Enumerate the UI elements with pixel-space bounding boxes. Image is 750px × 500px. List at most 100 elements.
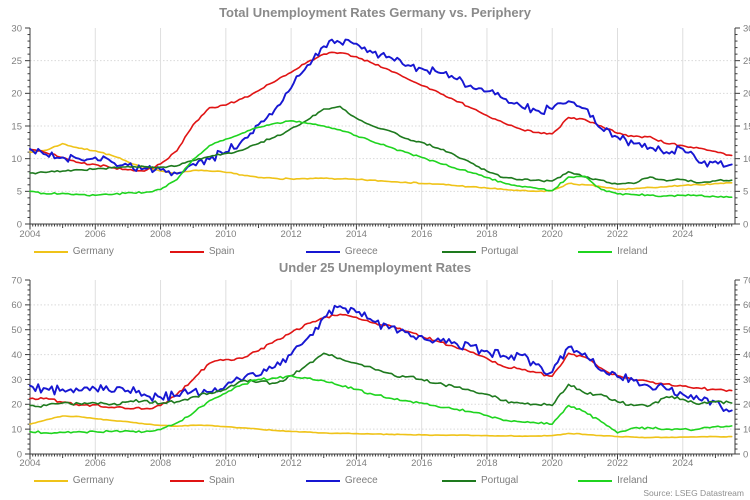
legend-item-spain: Spain xyxy=(169,246,306,257)
x-axis-label: 2014 xyxy=(346,458,367,469)
legend-swatch-ireland xyxy=(578,250,613,253)
series-lines xyxy=(29,304,733,439)
y-axis-label: 0 xyxy=(17,449,22,460)
x-axis-label: 2004 xyxy=(19,229,40,240)
legend-label: Germany xyxy=(72,475,114,486)
source-note: Source: LSEG Datastream xyxy=(643,488,744,498)
x-axis-label: 2018 xyxy=(476,229,497,240)
series-line-greece xyxy=(29,38,733,177)
series-line-ireland xyxy=(29,120,733,199)
y-axis-ticks: 0 0 5 5 10 10 15 15 20 20 25 25 30 30 xyxy=(11,24,750,230)
legend-under25: Germany Spain Greece Portugal Ireland xyxy=(0,474,750,488)
x-axis-label: 2012 xyxy=(281,458,302,469)
legend-item-germany: Germany xyxy=(33,475,170,486)
chart-title-total: Total Unemployment Rates Germany vs. Per… xyxy=(219,5,531,20)
x-axis-label: 2016 xyxy=(411,229,432,240)
y-axis-label: 30 xyxy=(11,375,22,386)
y-axis-label: 25 xyxy=(743,56,750,67)
legend-item-spain: Spain xyxy=(169,475,306,486)
x-axis-label: 2018 xyxy=(476,458,497,469)
y-axis-label: 10 xyxy=(11,154,22,165)
y-axis-label: 10 xyxy=(743,424,750,435)
x-axis-label: 2010 xyxy=(215,229,236,240)
legend-item-greece: Greece xyxy=(305,475,442,486)
axes-spines xyxy=(29,280,736,455)
y-axis-label: 60 xyxy=(11,300,22,311)
legend-label: Ireland xyxy=(617,245,648,257)
series-line-greece xyxy=(29,304,733,413)
x-axis-label: 2022 xyxy=(607,229,628,240)
series-line-ireland xyxy=(29,374,733,435)
y-axis-label: 40 xyxy=(743,350,750,361)
legend-item-greece: Greece xyxy=(305,245,442,257)
x-axis-label: 2010 xyxy=(215,458,236,469)
y-axis-label: 60 xyxy=(743,300,750,311)
x-axis-label: 2022 xyxy=(607,458,628,469)
x-axis-label: 2006 xyxy=(85,458,106,469)
y-axis-label: 20 xyxy=(743,400,750,411)
y-axis-label: 5 xyxy=(17,187,22,198)
chart-plot-total: 0055101015152020252530302004200620082010… xyxy=(11,24,750,240)
legend-item-germany: Germany xyxy=(33,246,170,257)
legend-total: Germany Spain Greece Portugal Ireland xyxy=(0,244,750,259)
y-axis-label: 50 xyxy=(743,325,750,336)
x-axis-label: 2004 xyxy=(19,458,40,469)
series-line-portugal xyxy=(29,105,733,185)
legend-swatch-germany xyxy=(33,250,68,253)
x-axis-label: 2012 xyxy=(281,229,302,240)
legend-label: Ireland xyxy=(617,475,648,486)
y-axis-label: 15 xyxy=(11,121,22,132)
x-axis-label: 2016 xyxy=(411,458,432,469)
y-axis-label: 50 xyxy=(11,325,22,336)
y-axis-label: 40 xyxy=(11,350,22,361)
series-lines xyxy=(29,38,733,199)
legend-item-portugal: Portugal xyxy=(441,475,578,486)
chart-title-under25: Under 25 Unemployment Rates xyxy=(278,260,472,275)
legend-item-ireland: Ireland xyxy=(578,476,714,486)
x-axis-label: 2006 xyxy=(85,229,106,240)
y-axis-label: 10 xyxy=(11,424,22,435)
gridlines-vertical xyxy=(94,280,684,454)
legend-label: Portugal xyxy=(480,245,519,257)
legend-label: Spain xyxy=(208,475,235,486)
x-axis-label: 2020 xyxy=(542,229,563,240)
series-line-portugal xyxy=(29,352,733,408)
x-axis-label: 2014 xyxy=(346,229,367,240)
x-axis-label: 2020 xyxy=(542,458,563,469)
legend-label: Greece xyxy=(344,475,378,486)
x-axis-ticks: 2004 2006 2008 2010 2012 2014 2016 2018 2020 2022… xyxy=(19,454,733,469)
legend-swatch-greece xyxy=(305,250,340,253)
legend-item-portugal: Portugal xyxy=(441,245,578,257)
y-axis-label: 15 xyxy=(743,121,750,132)
y-axis-label: 30 xyxy=(743,375,750,386)
y-axis-label: 20 xyxy=(11,89,22,100)
legend-item-ireland: Ireland xyxy=(578,245,714,257)
x-axis-ticks: 2004 2006 2008 2010 2012 2014 2016 2018 2020 2022… xyxy=(19,224,733,240)
y-axis-label: 20 xyxy=(743,89,750,100)
legend-swatch-portugal xyxy=(441,250,476,253)
y-axis-label: 20 xyxy=(11,400,22,411)
legend-label: Portugal xyxy=(480,475,519,486)
y-axis-label: 25 xyxy=(11,56,22,67)
legend-swatch-portugal xyxy=(441,480,476,482)
y-axis-label: 0 xyxy=(17,219,22,230)
legend-swatch-greece xyxy=(305,480,340,482)
y-axis-label: 30 xyxy=(11,24,22,34)
series-line-germany xyxy=(29,415,733,439)
x-axis-label: 2008 xyxy=(150,229,171,240)
y-axis-label: 0 xyxy=(743,219,748,230)
y-axis-label: 30 xyxy=(743,24,750,34)
x-axis-label: 2024 xyxy=(672,229,693,240)
legend-swatch-germany xyxy=(33,480,68,482)
y-axis-label: 70 xyxy=(743,276,750,286)
x-axis-label: 2008 xyxy=(150,458,171,469)
legend-label: Greece xyxy=(344,245,378,257)
chart-plot-under25: 0010102020303040405050606070702004200620… xyxy=(11,276,750,469)
series-line-spain xyxy=(29,51,733,172)
legend-swatch-spain xyxy=(169,250,204,253)
y-axis-label: 10 xyxy=(743,154,750,165)
gridlines-vertical xyxy=(94,28,684,224)
y-axis-label: 70 xyxy=(11,276,22,286)
legend-swatch-ireland xyxy=(578,480,613,482)
